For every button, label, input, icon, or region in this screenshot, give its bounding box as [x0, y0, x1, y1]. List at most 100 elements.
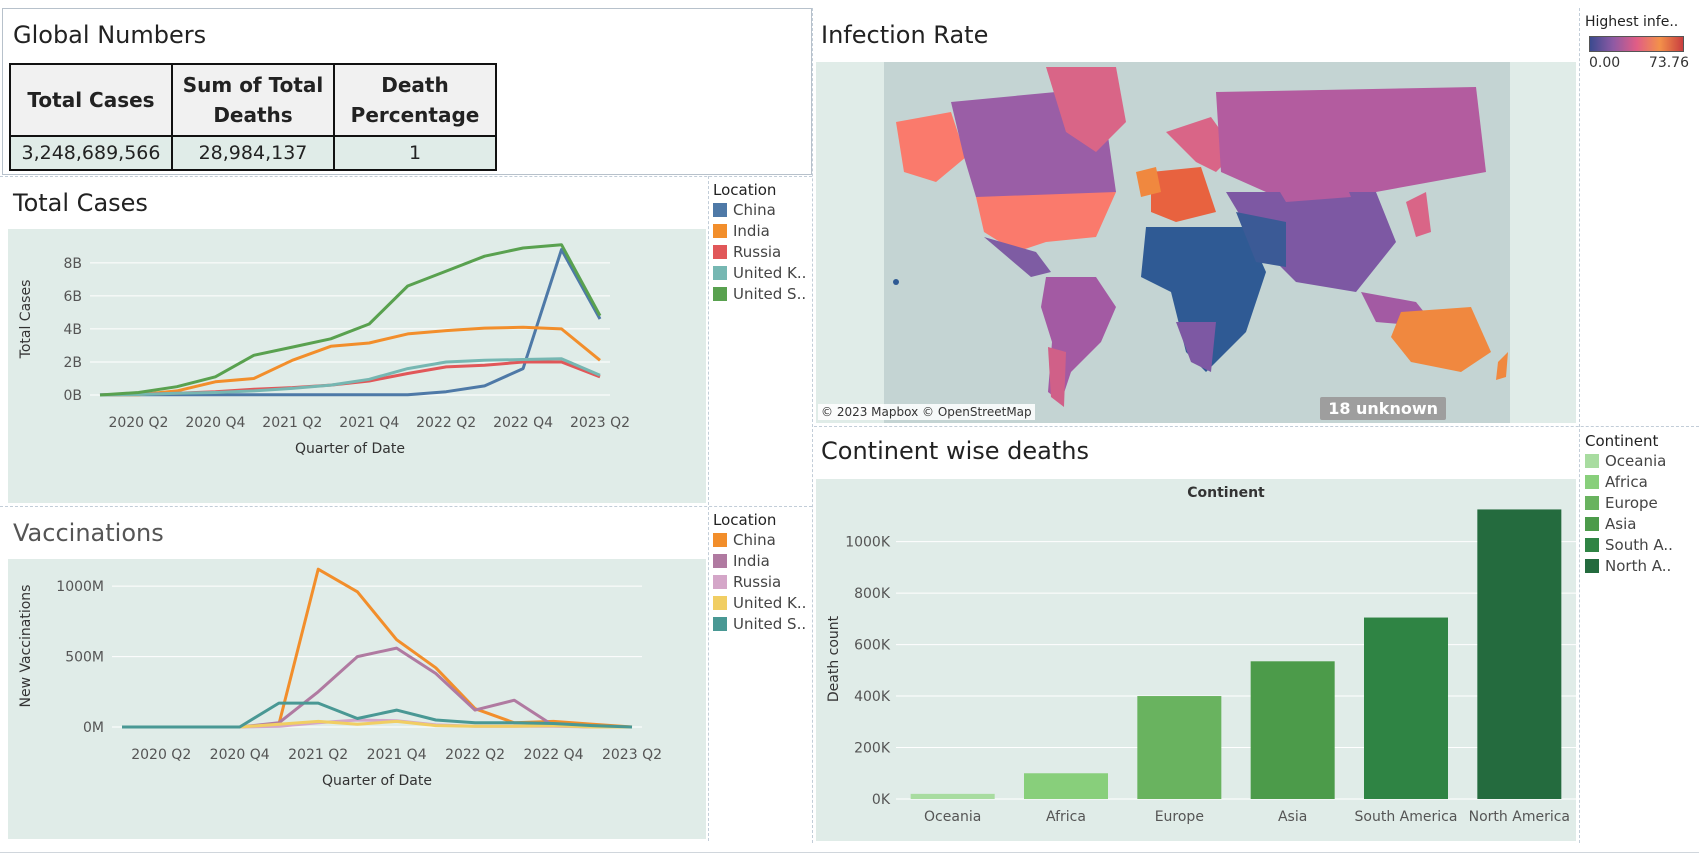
x-axis-label: Quarter of Date	[295, 441, 405, 457]
legend-item[interactable]: Oceania	[1585, 450, 1673, 471]
legend-label: Asia	[1605, 514, 1637, 533]
x-tick-label: 2022 Q4	[524, 747, 584, 763]
legend-swatch	[1585, 495, 1599, 510]
legend-item[interactable]: United S..	[713, 613, 806, 634]
bar[interactable]	[1024, 773, 1108, 799]
map-land	[1216, 87, 1486, 192]
series-line	[99, 325, 601, 397]
y-tick-label: 8B	[63, 256, 82, 272]
separator	[814, 426, 1699, 427]
map-land	[976, 192, 1116, 252]
series-line	[122, 701, 633, 729]
y-tick-label: 4B	[63, 322, 82, 338]
legend-title: Location	[713, 511, 777, 529]
total-cases-chart[interactable]: 0B 2B 4B 6B 8B 2020 Q2 2020 Q4 2021 Q2 2021 Q4 20…	[8, 229, 706, 503]
legend-swatch	[1585, 537, 1599, 552]
legend-item[interactable]: Asia	[1585, 513, 1673, 534]
x-tick-label: 2023 Q2	[602, 747, 662, 763]
legend-swatch	[1585, 516, 1599, 531]
x-tick-label: 2022 Q2	[445, 747, 505, 763]
legend-item[interactable]: North A..	[1585, 555, 1673, 576]
map-land	[893, 279, 899, 285]
vaccinations-chart[interactable]: 0M 500M 1000M 2020 Q2 2020 Q4 2021 Q2 2021 Q4 2…	[8, 559, 706, 839]
legend-item[interactable]: Africa	[1585, 471, 1673, 492]
bar[interactable]	[1137, 696, 1222, 799]
x-tick-label: 2021 Q2	[288, 747, 348, 763]
legend-item[interactable]: United K..	[713, 592, 806, 613]
value-death-percentage: 1	[333, 135, 497, 171]
x-tick-label: 2022 Q4	[493, 415, 553, 431]
bar[interactable]	[1250, 661, 1335, 799]
y-axis-label: Total Cases	[18, 280, 34, 360]
legend-title: Highest infe..	[1585, 14, 1679, 30]
continent-deaths-title: Continent wise deaths	[821, 437, 1089, 465]
total-cases-panel[interactable]: 0B 2B 4B 6B 8B 2020 Q2 2020 Q4 2021 Q2 2021 Q4 20…	[8, 229, 706, 503]
bar[interactable]	[1477, 509, 1562, 799]
legend-swatch	[713, 553, 727, 568]
y-tick-label: 0M	[83, 720, 104, 736]
legend-label: United S..	[733, 284, 807, 303]
legend-item[interactable]: United K..	[713, 262, 806, 283]
bar[interactable]	[1364, 617, 1448, 799]
y-tick-label: 0B	[63, 388, 82, 404]
x-tick-label: Asia	[1278, 809, 1307, 825]
legend-item[interactable]: Europe	[1585, 492, 1673, 513]
legend-swatch	[713, 574, 727, 589]
map-land	[1141, 227, 1266, 372]
continent-deaths-panel[interactable]: Continent 0K 200K 400K 600K 800K 1000K Death co…	[816, 479, 1576, 841]
legend-label: United S..	[733, 614, 807, 633]
x-tick-label: 2020 Q4	[185, 415, 245, 431]
ramp-max: 73.76	[1648, 55, 1689, 71]
total-cases-legend: Location China India Russia United K.. Unite…	[713, 181, 806, 304]
bar[interactable]	[910, 793, 995, 799]
global-numbers-title: Global Numbers	[13, 21, 207, 49]
header-total-deaths: Sum of Total Deaths	[171, 63, 335, 137]
total-cases-title: Total Cases	[13, 189, 148, 217]
legend-title: Continent	[1585, 432, 1659, 450]
legend-item[interactable]: Russia	[713, 241, 806, 262]
legend-item[interactable]: India	[713, 220, 806, 241]
legend-item[interactable]: China	[713, 529, 806, 550]
x-axis-label: Quarter of Date	[322, 773, 432, 789]
y-axis-label: New Vaccinations	[18, 585, 34, 708]
infection-map[interactable]: © 2023 Mapbox © OpenStreetMap 18 unknown	[816, 62, 1576, 423]
unknown-locations-badge[interactable]: 18 unknown	[1320, 397, 1446, 420]
x-tick-label: Oceania	[924, 809, 981, 825]
x-tick-label: North America	[1469, 809, 1570, 825]
global-numbers-frame	[2, 8, 812, 175]
series-line	[99, 357, 601, 397]
map-land	[1271, 172, 1351, 202]
legend-label: North A..	[1605, 556, 1672, 575]
legend-item[interactable]: United S..	[713, 283, 806, 304]
x-tick-label: Europe	[1155, 809, 1204, 825]
x-tick-label: 2023 Q2	[570, 415, 630, 431]
continent-deaths-chart[interactable]: Continent 0K 200K 400K 600K 800K 1000K Death co…	[816, 479, 1576, 841]
legend-swatch	[713, 616, 727, 631]
continent-legend: Continent Oceania Africa Europe Asia South A…	[1585, 432, 1673, 576]
separator	[812, 8, 813, 843]
legend-item[interactable]: India	[713, 550, 806, 571]
legend-item[interactable]: China	[713, 199, 806, 220]
map-land	[1176, 322, 1216, 372]
legend-swatch	[713, 265, 727, 280]
x-tick-label: 2020 Q2	[131, 747, 191, 763]
x-tick-label: South America	[1355, 809, 1458, 825]
y-tick-label: 400K	[854, 689, 891, 705]
y-tick-label: 0K	[872, 792, 891, 808]
map-land	[1136, 167, 1161, 197]
legend-item[interactable]: Russia	[713, 571, 806, 592]
map-land	[1048, 347, 1066, 407]
world-map[interactable]	[816, 62, 1576, 423]
legend-label: South A..	[1605, 535, 1673, 554]
y-tick-label: 2B	[63, 355, 82, 371]
x-tick-label: 2022 Q2	[416, 415, 476, 431]
vaccinations-panel[interactable]: 0M 500M 1000M 2020 Q2 2020 Q4 2021 Q2 2021 Q4 2…	[8, 559, 706, 839]
map-land	[984, 237, 1051, 277]
legend-item[interactable]: South A..	[1585, 534, 1673, 555]
map-land	[1406, 192, 1431, 237]
map-land	[1151, 167, 1216, 222]
y-tick-label: 800K	[854, 586, 891, 602]
global-numbers-table: Total Cases Sum of Total Deaths Death Pe…	[9, 63, 497, 171]
legend-label: United K..	[733, 263, 807, 282]
x-tick-label: 2021 Q4	[339, 415, 399, 431]
